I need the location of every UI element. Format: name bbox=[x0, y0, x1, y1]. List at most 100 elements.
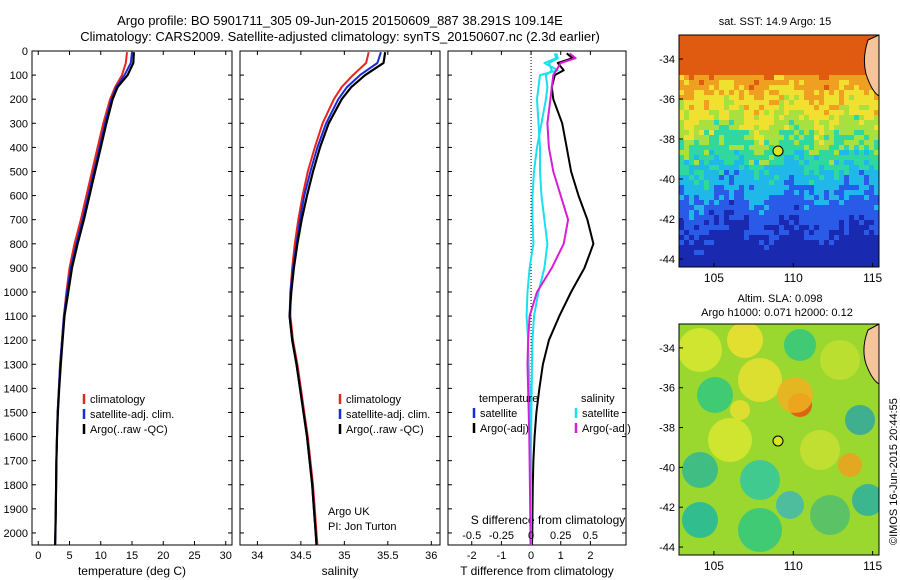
sst-cell bbox=[744, 85, 750, 91]
sst-cell bbox=[799, 255, 805, 261]
sst-cell bbox=[709, 40, 715, 46]
sst-cell bbox=[759, 195, 765, 201]
sst-cell bbox=[824, 170, 830, 176]
sst-cell bbox=[819, 210, 825, 216]
sst-cell bbox=[699, 130, 705, 136]
sst-cell bbox=[714, 95, 720, 101]
sst-cell bbox=[714, 55, 720, 61]
sst-cell bbox=[819, 230, 825, 236]
sst-cell bbox=[809, 160, 815, 166]
sst-cell bbox=[844, 120, 850, 126]
sst-cell bbox=[689, 100, 695, 106]
sst-cell bbox=[724, 65, 730, 71]
sst-cell bbox=[799, 115, 805, 121]
sst-cell bbox=[764, 110, 770, 116]
sst-cell bbox=[769, 165, 775, 171]
sst-cell bbox=[854, 120, 860, 126]
sst-cell bbox=[729, 105, 735, 111]
sst-cell bbox=[824, 80, 830, 86]
sst-cell bbox=[754, 195, 760, 201]
sst-cell bbox=[814, 245, 820, 251]
sst-cell bbox=[714, 85, 720, 91]
sst-cell bbox=[709, 260, 715, 266]
sst-cell bbox=[819, 130, 825, 136]
sst-cell bbox=[794, 110, 800, 116]
sst-cell bbox=[844, 100, 850, 106]
sst-cell bbox=[679, 215, 685, 221]
sst-cell bbox=[859, 95, 865, 101]
sst-cell bbox=[739, 230, 745, 236]
sst-cell bbox=[759, 130, 765, 136]
sst-cell bbox=[784, 140, 790, 146]
sst-cell bbox=[769, 240, 775, 246]
sst-cell bbox=[859, 60, 865, 66]
sst-cell bbox=[789, 190, 795, 196]
sst-cell bbox=[789, 215, 795, 221]
sst-cell bbox=[849, 105, 855, 111]
sst-cell bbox=[854, 105, 860, 111]
temperature-xlabel: temperature (deg C) bbox=[78, 564, 186, 578]
sst-cell bbox=[729, 155, 735, 161]
sst-cell bbox=[814, 80, 820, 86]
sst-cell bbox=[874, 155, 879, 161]
sst-cell bbox=[684, 250, 690, 256]
sst-cell bbox=[794, 230, 800, 236]
sst-cell bbox=[819, 110, 825, 116]
sst-cell bbox=[804, 135, 810, 141]
sst-cell bbox=[764, 115, 770, 121]
sst-cell bbox=[794, 240, 800, 246]
sst-cell bbox=[704, 145, 710, 151]
sst-cell bbox=[834, 255, 840, 261]
sst-cell bbox=[764, 100, 770, 106]
sst-cell bbox=[829, 265, 835, 267]
sla-blob bbox=[776, 491, 804, 519]
sst-cell bbox=[829, 230, 835, 236]
sst-cell bbox=[839, 250, 845, 256]
sst-cell bbox=[709, 100, 715, 106]
sst-cell bbox=[799, 190, 805, 196]
sst-cell bbox=[794, 130, 800, 136]
sst-cell bbox=[714, 45, 720, 51]
sst-cell bbox=[684, 195, 690, 201]
sst-cell bbox=[819, 80, 825, 86]
sst-cell bbox=[844, 115, 850, 121]
sst-cell bbox=[724, 75, 730, 81]
sst-cell bbox=[824, 70, 830, 76]
sst-cell bbox=[739, 35, 745, 41]
temp-series-group bbox=[54, 52, 135, 545]
sst-cell bbox=[694, 200, 700, 206]
sst-cell bbox=[724, 185, 730, 191]
sst-cell bbox=[814, 55, 820, 61]
sst-cell bbox=[744, 115, 750, 121]
sst-map-frame bbox=[678, 34, 880, 268]
sst-map-xtick-label: 115 bbox=[863, 271, 882, 285]
sst-cell bbox=[839, 130, 845, 136]
sst-cell bbox=[859, 175, 865, 181]
sst-cell bbox=[734, 100, 740, 106]
diff-temperature-legend-label: Argo(-adj) bbox=[480, 423, 529, 435]
sst-cell bbox=[699, 200, 705, 206]
sst-cell bbox=[794, 215, 800, 221]
sst-cell bbox=[769, 225, 775, 231]
sst-cell bbox=[714, 160, 720, 166]
sst-cell bbox=[709, 135, 715, 141]
sst-cell bbox=[734, 55, 740, 61]
sst-cell bbox=[869, 100, 875, 106]
sst-cell bbox=[819, 245, 825, 251]
sst-cell bbox=[814, 185, 820, 191]
sst-cell bbox=[814, 250, 820, 256]
sst-cell bbox=[764, 210, 770, 216]
sst-cell bbox=[839, 110, 845, 116]
sst-cell bbox=[834, 250, 840, 256]
sst-cell bbox=[779, 70, 785, 76]
sst-cell bbox=[859, 115, 865, 121]
sst-cell bbox=[739, 40, 745, 46]
sst-cell bbox=[739, 115, 745, 121]
sst-cell bbox=[764, 65, 770, 71]
sst-cell bbox=[699, 115, 705, 121]
sst-cell bbox=[859, 190, 865, 196]
sst-cell bbox=[804, 125, 810, 131]
sst-cell bbox=[874, 240, 879, 246]
sst-cell bbox=[784, 235, 790, 241]
sst-cell bbox=[864, 205, 870, 211]
